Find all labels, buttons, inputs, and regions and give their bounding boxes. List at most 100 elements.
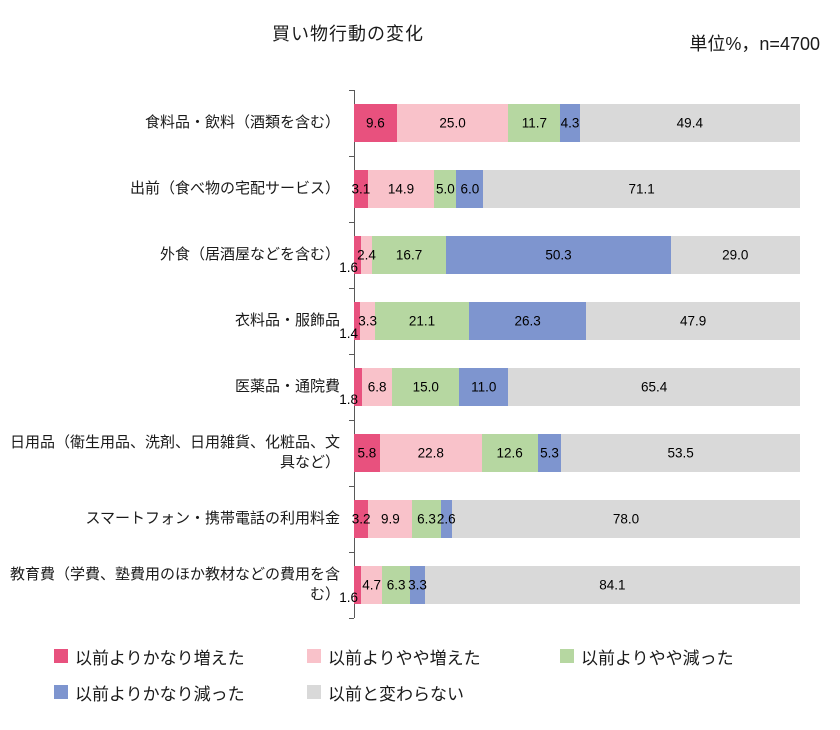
- bar-track: 9.6 25.0 11.7 4.3 49.4: [354, 104, 800, 142]
- bar-segment: 5.8: [354, 434, 380, 472]
- chart-row: 教育費（学費、塾費用のほか教材などの費用を含む） 4.7 6.3 3.3 84.1 1.6: [0, 552, 840, 618]
- stacked-bar: 4.7 6.3 3.3 84.1: [354, 566, 800, 604]
- bar-segment: 3.2: [351, 500, 371, 538]
- legend-swatch-icon: [54, 649, 68, 663]
- bar-segment: 21.1: [374, 302, 470, 340]
- bar-track: 6.8 15.0 11.0 65.4 1.8: [339, 368, 800, 407]
- value-label: 78.0: [612, 511, 640, 527]
- value-label: 15.0: [412, 379, 439, 395]
- bar-segment: 11.0: [459, 368, 509, 406]
- bar-segment: 5.3: [537, 434, 562, 472]
- value-label: 3.1: [351, 181, 371, 197]
- bar-segment: 29.0: [670, 236, 800, 274]
- value-label: 12.6: [496, 445, 523, 461]
- category-label: 衣料品・服飾品: [234, 311, 340, 329]
- bar-segment: 11.7: [508, 104, 561, 142]
- bar-segment: 49.4: [579, 104, 800, 142]
- chart-title: 買い物行動の変化: [272, 24, 424, 44]
- stacked-bar: 6.8 15.0 11.0 65.4: [354, 368, 800, 406]
- category-label: 教育費（学費、塾費用のほか教材などの費用を含む）: [9, 565, 340, 603]
- category-label: 外食（居酒屋などを含む）: [159, 245, 340, 263]
- bar-track: 5.8 22.8 12.6 5.3 53.5: [354, 434, 800, 472]
- value-label: 71.1: [628, 181, 655, 197]
- category-label: 医薬品・通院費: [234, 377, 340, 395]
- stacked-bar: 3.3 21.1 26.3 47.9: [354, 302, 800, 340]
- bar-segment: 6.0: [456, 170, 484, 208]
- bar-segment: 2.4: [357, 236, 376, 274]
- legend-swatch-icon: [560, 649, 574, 663]
- value-label: 50.3: [545, 247, 572, 263]
- value-label: 49.4: [676, 115, 703, 131]
- bar-track: 3.2 9.9 6.3 2.6 78.0: [351, 500, 800, 538]
- value-label: 14.9: [387, 181, 415, 197]
- bar-segment: [354, 236, 362, 274]
- bar-track: 3.3 21.1 26.3 47.9 1.4: [339, 302, 800, 341]
- value-label: 22.8: [417, 445, 444, 461]
- value-label: 1.6: [339, 260, 358, 275]
- axis-tick: [349, 354, 354, 355]
- axis-tick: [349, 618, 354, 619]
- category-label: 日用品（衛生用品、洗剤、日用雑貨、化粧品、文具など）: [9, 433, 340, 471]
- stacked-bar: 3.1 14.9 5.0 6.0 71.1: [351, 170, 800, 208]
- stacked-bar: 5.8 22.8 12.6 5.3 53.5: [354, 434, 800, 472]
- bar-segment: 5.0: [434, 170, 457, 208]
- value-label: 26.3: [514, 313, 541, 329]
- bar-segment: 84.1: [424, 566, 800, 604]
- legend-label: 以前と変わらない: [328, 684, 464, 704]
- bar-segment: 4.3: [560, 104, 580, 142]
- axis-tick: [349, 222, 354, 223]
- bar-segment: 6.8: [362, 368, 393, 406]
- value-label: 4.3: [560, 115, 580, 131]
- bar-track: 2.4 16.7 50.3 29.0 1.6: [339, 236, 800, 275]
- value-label: 3.3: [358, 313, 377, 329]
- value-label: 9.6: [366, 115, 385, 131]
- stacked-bar: 9.6 25.0 11.7 4.3 49.4: [354, 104, 800, 142]
- value-label: 1.6: [339, 590, 358, 605]
- chart-row: 日用品（衛生用品、洗剤、日用雑貨、化粧品、文具など） 5.8 22.8 12.6 5.3…: [0, 420, 840, 486]
- value-label: 6.8: [367, 379, 387, 395]
- bar-segment: [354, 368, 363, 406]
- value-label: 9.9: [380, 511, 400, 527]
- axis-tick: [349, 156, 354, 157]
- bar-segment: 9.6: [354, 104, 397, 142]
- axis-tick: [349, 288, 354, 289]
- value-label: 25.0: [439, 115, 466, 131]
- value-label: 5.3: [540, 445, 559, 461]
- bar-segment: 2.6: [437, 500, 456, 538]
- legend-swatch-icon: [54, 685, 68, 699]
- value-label: 16.7: [395, 247, 423, 263]
- bar-segment: 3.1: [351, 170, 371, 208]
- axis-tick: [349, 90, 354, 91]
- chart-row: 衣料品・服飾品 3.3 21.1 26.3 47.9 1.4: [0, 288, 840, 354]
- bar-segment: [354, 302, 361, 340]
- value-label: 1.4: [339, 326, 358, 341]
- bar-segment: 14.9: [367, 170, 435, 208]
- value-label: 3.2: [351, 511, 371, 527]
- bar-segment: 3.3: [358, 302, 377, 340]
- chart-row: スマートフォン・携帯電話の利用料金 3.2 9.9 6.3 2.6 78.0: [0, 486, 840, 552]
- plot-area: 食料品・飲料（酒類を含む） 9.6 25.0 11.7 4.3 49.4 出前（食べ物の宅配…: [0, 90, 840, 619]
- value-label: 5.8: [357, 445, 377, 461]
- value-label: 53.5: [667, 445, 694, 461]
- value-label: 3.3: [408, 577, 427, 593]
- value-label: 47.9: [680, 313, 707, 329]
- chart-row: 医薬品・通院費 6.8 15.0 11.0 65.4 1.8: [0, 354, 840, 420]
- value-label: 84.1: [599, 577, 626, 593]
- bar-segment: 47.9: [586, 302, 800, 340]
- bar-segment: 6.3: [412, 500, 441, 538]
- legend-swatch-icon: [307, 685, 321, 699]
- value-label: 6.3: [386, 577, 406, 593]
- legend-label: 以前よりかなり減った: [75, 684, 245, 704]
- bar-segment: 6.3: [382, 566, 411, 604]
- bar-segment: 26.3: [469, 302, 587, 340]
- value-label: 29.0: [722, 247, 749, 263]
- chart-row: 出前（食べ物の宅配サービス） 3.1 14.9 5.0 6.0 71.1: [0, 156, 840, 222]
- axis-tick: [349, 420, 354, 421]
- bar-segment: 3.3: [408, 566, 427, 604]
- legend-item: 以前よりかなり減った: [54, 674, 307, 710]
- bar-segment: 9.9: [368, 500, 413, 538]
- stacked-bar: 3.2 9.9 6.3 2.6 78.0: [351, 500, 800, 538]
- legend-label: 以前よりやや増えた: [328, 648, 481, 668]
- bar-segment: 65.4: [508, 368, 800, 406]
- category-label: 食料品・飲料（酒類を含む）: [144, 113, 340, 131]
